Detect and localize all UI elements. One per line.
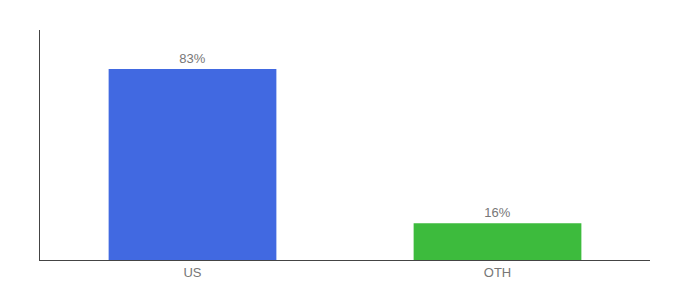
- svg-text:US: US: [183, 265, 201, 280]
- svg-text:OTH: OTH: [484, 265, 511, 280]
- svg-text:16%: 16%: [484, 205, 510, 220]
- svg-text:83%: 83%: [179, 51, 205, 66]
